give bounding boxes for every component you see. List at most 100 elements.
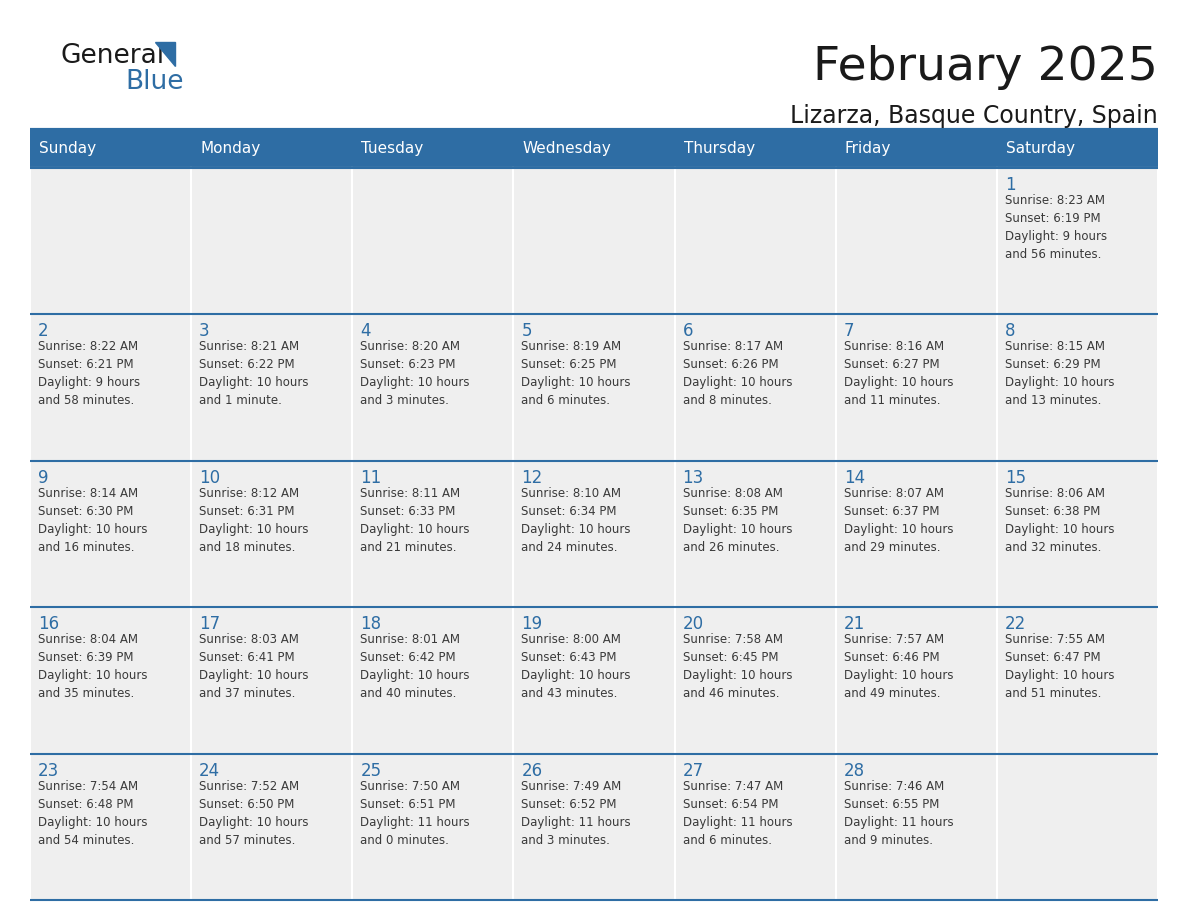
Text: 27: 27: [683, 762, 703, 779]
Bar: [835, 754, 997, 900]
Bar: [353, 314, 513, 461]
Text: 11: 11: [360, 469, 381, 487]
Text: 28: 28: [843, 762, 865, 779]
Bar: [835, 314, 997, 461]
Bar: [513, 168, 675, 314]
Text: 25: 25: [360, 762, 381, 779]
Text: Wednesday: Wednesday: [523, 141, 611, 156]
Text: 5: 5: [522, 322, 532, 341]
Text: 19: 19: [522, 615, 543, 633]
Bar: [513, 754, 675, 900]
Text: Sunrise: 7:46 AM
Sunset: 6:55 PM
Daylight: 11 hours
and 9 minutes.: Sunrise: 7:46 AM Sunset: 6:55 PM Dayligh…: [843, 779, 953, 846]
Bar: [30, 754, 191, 900]
Text: 4: 4: [360, 322, 371, 341]
Text: Sunrise: 7:54 AM
Sunset: 6:48 PM
Daylight: 10 hours
and 54 minutes.: Sunrise: 7:54 AM Sunset: 6:48 PM Dayligh…: [38, 779, 147, 846]
Text: 20: 20: [683, 615, 703, 633]
Bar: [353, 607, 513, 754]
Bar: [353, 168, 513, 314]
Bar: [513, 461, 675, 607]
Text: 8: 8: [1005, 322, 1016, 341]
Text: Sunrise: 8:12 AM
Sunset: 6:31 PM
Daylight: 10 hours
and 18 minutes.: Sunrise: 8:12 AM Sunset: 6:31 PM Dayligh…: [200, 487, 309, 554]
Text: Sunrise: 7:52 AM
Sunset: 6:50 PM
Daylight: 10 hours
and 57 minutes.: Sunrise: 7:52 AM Sunset: 6:50 PM Dayligh…: [200, 779, 309, 846]
Bar: [835, 168, 997, 314]
Text: 1: 1: [1005, 176, 1016, 194]
Bar: [675, 607, 835, 754]
Bar: [30, 130, 191, 168]
Text: 7: 7: [843, 322, 854, 341]
Bar: [997, 168, 1158, 314]
Bar: [513, 607, 675, 754]
Text: 9: 9: [38, 469, 49, 487]
Text: Sunrise: 8:00 AM
Sunset: 6:43 PM
Daylight: 10 hours
and 43 minutes.: Sunrise: 8:00 AM Sunset: 6:43 PM Dayligh…: [522, 633, 631, 700]
Bar: [675, 130, 835, 168]
Text: 12: 12: [522, 469, 543, 487]
Text: Sunrise: 8:11 AM
Sunset: 6:33 PM
Daylight: 10 hours
and 21 minutes.: Sunrise: 8:11 AM Sunset: 6:33 PM Dayligh…: [360, 487, 469, 554]
Bar: [191, 168, 353, 314]
Text: Sunrise: 8:15 AM
Sunset: 6:29 PM
Daylight: 10 hours
and 13 minutes.: Sunrise: 8:15 AM Sunset: 6:29 PM Dayligh…: [1005, 341, 1114, 408]
Text: Tuesday: Tuesday: [361, 141, 424, 156]
Text: 24: 24: [200, 762, 220, 779]
Bar: [513, 130, 675, 168]
Text: Sunrise: 8:08 AM
Sunset: 6:35 PM
Daylight: 10 hours
and 26 minutes.: Sunrise: 8:08 AM Sunset: 6:35 PM Dayligh…: [683, 487, 792, 554]
Text: 21: 21: [843, 615, 865, 633]
Text: Sunrise: 7:55 AM
Sunset: 6:47 PM
Daylight: 10 hours
and 51 minutes.: Sunrise: 7:55 AM Sunset: 6:47 PM Dayligh…: [1005, 633, 1114, 700]
Bar: [997, 754, 1158, 900]
Text: Sunrise: 8:22 AM
Sunset: 6:21 PM
Daylight: 9 hours
and 58 minutes.: Sunrise: 8:22 AM Sunset: 6:21 PM Dayligh…: [38, 341, 140, 408]
Bar: [675, 314, 835, 461]
Bar: [835, 607, 997, 754]
Text: Sunrise: 7:49 AM
Sunset: 6:52 PM
Daylight: 11 hours
and 3 minutes.: Sunrise: 7:49 AM Sunset: 6:52 PM Dayligh…: [522, 779, 631, 846]
Bar: [675, 461, 835, 607]
Bar: [997, 314, 1158, 461]
Text: 2: 2: [38, 322, 49, 341]
Text: Sunday: Sunday: [39, 141, 96, 156]
Text: 26: 26: [522, 762, 543, 779]
Bar: [353, 461, 513, 607]
Text: Sunrise: 8:17 AM
Sunset: 6:26 PM
Daylight: 10 hours
and 8 minutes.: Sunrise: 8:17 AM Sunset: 6:26 PM Dayligh…: [683, 341, 792, 408]
Bar: [835, 130, 997, 168]
Text: Sunrise: 8:01 AM
Sunset: 6:42 PM
Daylight: 10 hours
and 40 minutes.: Sunrise: 8:01 AM Sunset: 6:42 PM Dayligh…: [360, 633, 469, 700]
Text: General: General: [61, 43, 164, 69]
Text: 15: 15: [1005, 469, 1026, 487]
Text: Monday: Monday: [200, 141, 260, 156]
Text: Sunrise: 8:04 AM
Sunset: 6:39 PM
Daylight: 10 hours
and 35 minutes.: Sunrise: 8:04 AM Sunset: 6:39 PM Dayligh…: [38, 633, 147, 700]
Bar: [997, 461, 1158, 607]
Text: 18: 18: [360, 615, 381, 633]
Text: Sunrise: 8:19 AM
Sunset: 6:25 PM
Daylight: 10 hours
and 6 minutes.: Sunrise: 8:19 AM Sunset: 6:25 PM Dayligh…: [522, 341, 631, 408]
Text: 17: 17: [200, 615, 220, 633]
Text: 13: 13: [683, 469, 703, 487]
Text: Blue: Blue: [125, 69, 183, 95]
Text: Sunrise: 7:50 AM
Sunset: 6:51 PM
Daylight: 11 hours
and 0 minutes.: Sunrise: 7:50 AM Sunset: 6:51 PM Dayligh…: [360, 779, 470, 846]
Text: 23: 23: [38, 762, 59, 779]
Text: Saturday: Saturday: [1006, 141, 1075, 156]
Text: 3: 3: [200, 322, 210, 341]
Bar: [191, 461, 353, 607]
Bar: [191, 314, 353, 461]
Bar: [997, 607, 1158, 754]
Bar: [353, 754, 513, 900]
Bar: [191, 754, 353, 900]
Text: Sunrise: 8:14 AM
Sunset: 6:30 PM
Daylight: 10 hours
and 16 minutes.: Sunrise: 8:14 AM Sunset: 6:30 PM Dayligh…: [38, 487, 147, 554]
Bar: [835, 461, 997, 607]
Text: Sunrise: 8:23 AM
Sunset: 6:19 PM
Daylight: 9 hours
and 56 minutes.: Sunrise: 8:23 AM Sunset: 6:19 PM Dayligh…: [1005, 194, 1107, 261]
Text: 14: 14: [843, 469, 865, 487]
Text: February 2025: February 2025: [813, 46, 1158, 91]
Text: Sunrise: 7:57 AM
Sunset: 6:46 PM
Daylight: 10 hours
and 49 minutes.: Sunrise: 7:57 AM Sunset: 6:46 PM Dayligh…: [843, 633, 953, 700]
Bar: [353, 130, 513, 168]
Text: Sunrise: 8:03 AM
Sunset: 6:41 PM
Daylight: 10 hours
and 37 minutes.: Sunrise: 8:03 AM Sunset: 6:41 PM Dayligh…: [200, 633, 309, 700]
Bar: [191, 130, 353, 168]
Text: 22: 22: [1005, 615, 1026, 633]
Text: Thursday: Thursday: [683, 141, 754, 156]
Text: Sunrise: 8:10 AM
Sunset: 6:34 PM
Daylight: 10 hours
and 24 minutes.: Sunrise: 8:10 AM Sunset: 6:34 PM Dayligh…: [522, 487, 631, 554]
Text: Sunrise: 8:07 AM
Sunset: 6:37 PM
Daylight: 10 hours
and 29 minutes.: Sunrise: 8:07 AM Sunset: 6:37 PM Dayligh…: [843, 487, 953, 554]
Bar: [675, 168, 835, 314]
Bar: [191, 607, 353, 754]
Bar: [30, 168, 191, 314]
Text: Sunrise: 7:58 AM
Sunset: 6:45 PM
Daylight: 10 hours
and 46 minutes.: Sunrise: 7:58 AM Sunset: 6:45 PM Dayligh…: [683, 633, 792, 700]
Bar: [30, 607, 191, 754]
Bar: [997, 130, 1158, 168]
Bar: [30, 461, 191, 607]
Text: 10: 10: [200, 469, 220, 487]
Text: 16: 16: [38, 615, 59, 633]
Text: Sunrise: 8:21 AM
Sunset: 6:22 PM
Daylight: 10 hours
and 1 minute.: Sunrise: 8:21 AM Sunset: 6:22 PM Dayligh…: [200, 341, 309, 408]
Bar: [675, 754, 835, 900]
